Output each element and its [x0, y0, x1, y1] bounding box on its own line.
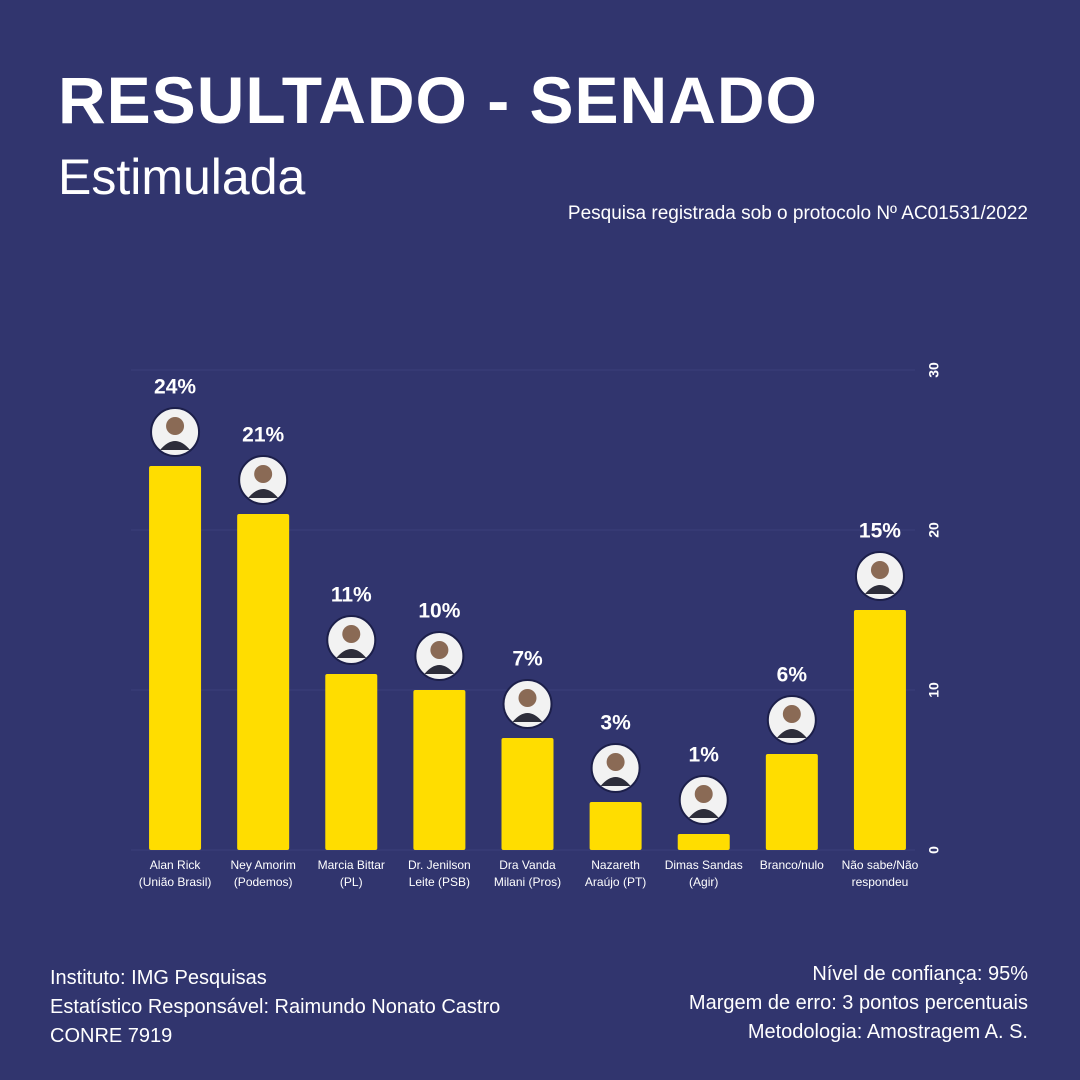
- value-label: 10%: [418, 600, 460, 623]
- footer-line: Margem de erro: 3 pontos percentuais: [688, 992, 1028, 1014]
- x-tick-label: Nazareth Araújo (PT): [584, 858, 647, 889]
- footer-left: Instituto: IMG Pesquisas Estatístico Res…: [50, 964, 500, 1051]
- y-tick-label: 0: [926, 846, 942, 854]
- value-label: 24%: [154, 376, 196, 399]
- bar: [237, 514, 290, 850]
- footer-line: CONRE 7919: [50, 1025, 173, 1047]
- avatar-body: [336, 649, 367, 658]
- bar: [325, 674, 378, 850]
- bar: [853, 610, 906, 850]
- bar: [501, 738, 554, 850]
- avatar-body: [512, 713, 543, 722]
- bar: [589, 802, 642, 850]
- bar: [765, 754, 818, 850]
- bar: [677, 834, 730, 850]
- avatar-head: [518, 689, 537, 707]
- avatar-head: [254, 465, 273, 483]
- value-label: 11%: [331, 584, 372, 607]
- x-tick-label: Branco/nulo: [759, 858, 824, 872]
- chart-title: RESULTADO - SENADO: [58, 63, 818, 137]
- avatar-head: [694, 785, 713, 803]
- x-tick-label: Não sabe/Não respondeu: [841, 858, 919, 889]
- value-label: 1%: [689, 744, 720, 767]
- avatar-body: [248, 489, 279, 498]
- avatar-head: [430, 641, 449, 659]
- bar: [413, 690, 466, 850]
- footer-right: Nível de confiança: 95% Margem de erro: …: [689, 960, 1028, 1047]
- footer-line: Estatístico Responsável: Raimundo Nonato…: [50, 996, 501, 1018]
- x-tick-label: Dimas Sandas (Agir): [664, 858, 743, 889]
- value-label: 3%: [600, 712, 631, 735]
- avatar-body: [424, 665, 455, 674]
- chart-subtitle: Estimulada: [58, 149, 306, 205]
- value-label: 21%: [242, 424, 284, 447]
- footer-line: Instituto: IMG Pesquisas: [50, 967, 267, 989]
- protocol-note: Pesquisa registrada sob o protocolo Nº A…: [567, 203, 1028, 224]
- value-label: 15%: [859, 520, 901, 543]
- avatar-body: [160, 441, 191, 450]
- x-tick-label: Dr. Jenilson Leite (PSB): [408, 858, 471, 889]
- avatar-head: [166, 417, 185, 435]
- y-tick-label: 10: [926, 682, 942, 698]
- avatar-head: [782, 705, 801, 723]
- bar: [149, 466, 202, 850]
- value-label: 7%: [512, 648, 543, 671]
- avatar-head: [606, 753, 625, 771]
- x-tick-label: Ney Amorim (Podemos): [230, 858, 296, 889]
- avatar-body: [864, 585, 895, 594]
- footer-line: Nível de confiança: 95%: [812, 963, 1028, 985]
- x-tick-label: Alan Rick (União Brasil): [138, 858, 212, 889]
- y-tick-label: 20: [926, 522, 942, 538]
- avatar-body: [688, 809, 719, 818]
- avatar-head: [870, 561, 889, 579]
- footer-line: Metodologia: Amostragem A. S.: [747, 1021, 1028, 1043]
- value-label: 6%: [777, 664, 808, 687]
- avatar-body: [600, 777, 631, 786]
- y-tick-label: 30: [926, 362, 942, 378]
- avatar-head: [342, 625, 361, 643]
- avatar-body: [776, 729, 807, 738]
- x-tick-label: Marcia Bittar (PL): [317, 858, 385, 889]
- x-tick-label: Dra Vanda Milani (Pros): [493, 858, 562, 889]
